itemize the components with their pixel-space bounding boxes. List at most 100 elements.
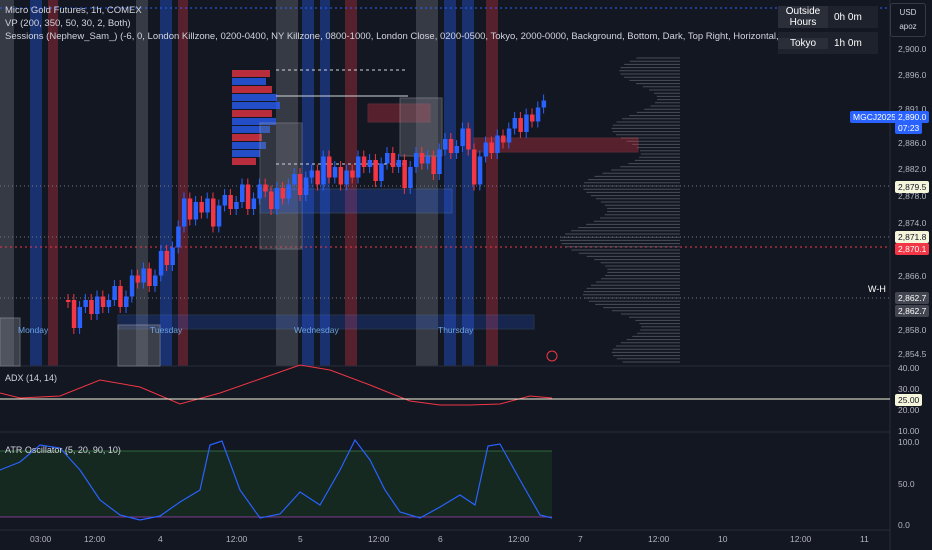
candle-body [286, 184, 291, 199]
time-tick: 5 [298, 534, 303, 544]
vp-left-bar [232, 94, 277, 101]
candle-body [158, 251, 164, 276]
symbol-title: Micro Gold Futures, 1h, COMEX [5, 5, 142, 16]
candle-body [141, 268, 146, 283]
session-row-tokyo: Tokyo 1h 0m [778, 32, 878, 54]
time-tick: 03:00 [30, 534, 52, 544]
session-duration: 1h 0m [834, 37, 862, 49]
adx-level-tag: 25.00 [895, 394, 923, 406]
level-tag-d: 2,862.7 [895, 292, 930, 304]
alert-icon [546, 350, 558, 362]
candle-body [292, 174, 297, 185]
candle-body [193, 202, 199, 220]
candle-body [437, 149, 442, 174]
vp-left-bar [232, 118, 276, 125]
candle-body [373, 160, 378, 181]
price-tick: 2,896.0 [898, 70, 927, 80]
zone-box [259, 188, 453, 214]
atr-band [0, 451, 552, 517]
atr-axis-50: 50.0 [898, 479, 915, 489]
candle-body [187, 198, 193, 220]
level-tag-a: 2,879.5 [895, 181, 930, 193]
vp-left-bar [232, 102, 280, 109]
candle-body [338, 167, 344, 185]
candle-body [100, 296, 106, 307]
wh-marker: W-H [868, 284, 886, 294]
candle-body [466, 128, 471, 150]
candle-body [124, 296, 129, 307]
vp-left-bar [232, 142, 266, 149]
candle-body [402, 160, 407, 188]
price-tick: 2,882.0 [898, 164, 927, 174]
vp-left-bar [232, 70, 270, 77]
candle-body [477, 156, 483, 185]
candle-body [448, 139, 454, 153]
candle-body [309, 170, 315, 178]
candle-body [182, 198, 187, 227]
candle-body [199, 202, 204, 213]
candle-body [77, 307, 83, 328]
candle-body [112, 286, 117, 300]
time-tick: 7 [578, 534, 583, 544]
candle-body [269, 191, 274, 209]
candle-body [535, 107, 541, 122]
candle-body [541, 100, 547, 108]
session-band [178, 0, 188, 366]
time-tick: 12:00 [368, 534, 390, 544]
session-name: Outside Hours [778, 6, 828, 28]
adx-axis-20: 20.00 [898, 405, 920, 415]
price-tick: 2,866.0 [898, 271, 927, 281]
candle-body [419, 153, 425, 164]
atr-axis-0: 0.0 [898, 520, 910, 530]
candle-body [170, 247, 175, 265]
atr-axis-100: 100.0 [898, 437, 920, 447]
candle-body [524, 114, 529, 132]
candle-body [390, 153, 396, 167]
session-band [48, 0, 58, 366]
candle-body [71, 300, 77, 328]
zone-box [117, 324, 161, 367]
candle-body [240, 184, 245, 202]
day-label-thursday: Thursday [438, 325, 474, 335]
session-name: Tokyo [778, 37, 828, 49]
vp-left-bar [232, 150, 260, 157]
session-band [0, 0, 14, 366]
adx-label[interactable]: ADX (14, 14) [5, 373, 58, 383]
candle-body [280, 188, 286, 199]
candle-body [106, 300, 112, 307]
currency-sub: apoz [899, 22, 917, 31]
candle-body [216, 205, 222, 227]
candle-body [303, 177, 309, 195]
candle-body [129, 275, 135, 297]
atr-label[interactable]: ATR Oscillator (5, 20, 90, 10) [5, 445, 121, 455]
vp-left-bar [232, 78, 266, 85]
vp-left-bar [232, 134, 262, 141]
candle-body [135, 275, 141, 283]
candle-body [327, 156, 332, 178]
time-tick: 10 [718, 534, 728, 544]
vp-indicator-label[interactable]: VP (200, 350, 50, 30, 2, Both) [5, 18, 131, 29]
adx-axis-10: 10.00 [898, 426, 920, 436]
candle-body [95, 296, 100, 314]
symbol-tag: MGCJ2025 [850, 111, 899, 123]
zone-box [0, 317, 21, 367]
candle-body [431, 156, 436, 174]
price-tick: 2,891.0 [898, 104, 927, 114]
candle-body [83, 300, 88, 307]
session-band [345, 0, 357, 366]
currency-button[interactable]: USD apoz [890, 3, 926, 37]
sessions-indicator-label[interactable]: Sessions (Nephew_Sam_) (-6, 0, London Ki… [5, 31, 856, 42]
zone-box [367, 103, 431, 123]
session-band [444, 0, 456, 366]
candle-body [228, 195, 233, 209]
candle-body [274, 188, 280, 209]
session-band [276, 0, 298, 366]
candle-body [356, 156, 361, 178]
candle-body [530, 114, 535, 122]
adx-line [0, 364, 553, 406]
candle-body [66, 300, 71, 302]
price-tick: 2,886.0 [898, 138, 927, 148]
adx-axis-40: 40.00 [898, 363, 920, 373]
candle-body [425, 156, 431, 164]
